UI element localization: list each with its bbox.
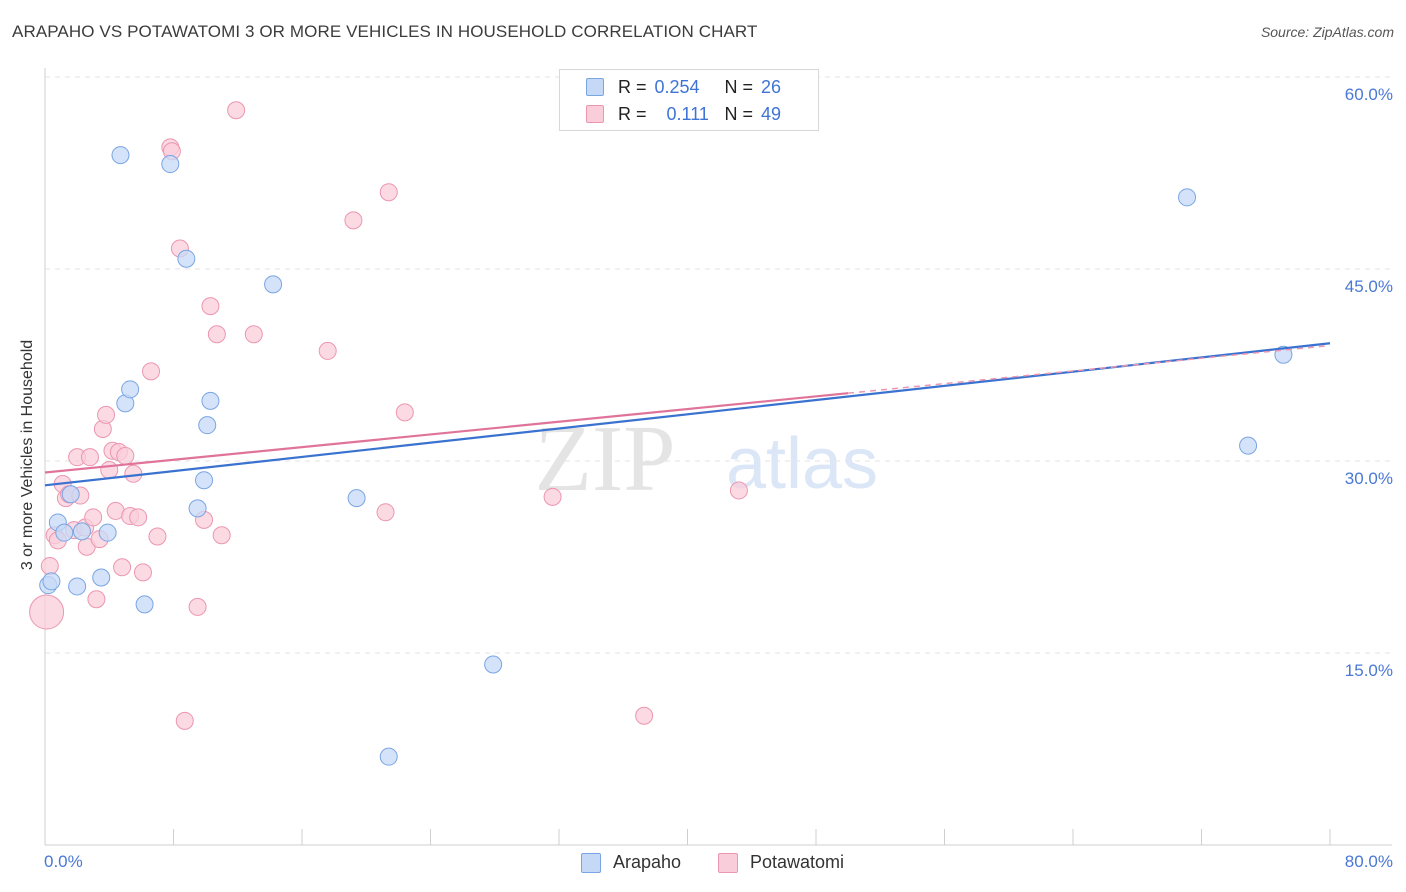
potawatomi-trend-line: [44, 392, 849, 474]
trend-lines: [44, 342, 1331, 487]
legend-r-label: R =: [618, 76, 647, 97]
arapaho-point: [121, 380, 140, 399]
potawatomi-points: [29, 101, 748, 730]
potawatomi-point: [379, 183, 398, 202]
potawatomi-point: [635, 706, 654, 725]
legend-r-label: R =: [618, 103, 647, 124]
arapaho-point: [55, 523, 74, 542]
stats-legend: R = 0.254 N = 26 R = 0.111 N = 49: [559, 69, 819, 131]
legend-row-potawatomi: R = 0.111 N = 49: [586, 102, 781, 126]
arapaho-legend-label: Arapaho: [613, 852, 682, 872]
arapaho-point: [98, 523, 117, 542]
potawatomi-point: [100, 460, 119, 479]
potawatomi-point: [227, 101, 246, 120]
arapaho-point: [1178, 188, 1197, 207]
arapaho-point: [198, 416, 217, 435]
potawatomi-point: [84, 508, 103, 527]
potawatomi-point: [207, 325, 226, 344]
arapaho-point: [1239, 436, 1258, 455]
arapaho-point: [177, 249, 196, 268]
legend-n-label: N =: [724, 103, 754, 124]
potawatomi-point: [201, 297, 220, 316]
potawatomi-point: [87, 590, 106, 609]
potawatomi-point: [40, 556, 59, 575]
potawatomi-point: [175, 711, 194, 730]
potawatomi-point: [188, 597, 207, 616]
watermark-atlas: atlas: [726, 424, 878, 504]
legend-n-value: 49: [761, 103, 782, 124]
legend-row-arapaho: R = 0.254 N = 26: [586, 75, 781, 99]
arapaho-point: [135, 595, 154, 614]
potawatomi-legend-label: Potawatomi: [750, 852, 845, 872]
potawatomi-point: [80, 448, 99, 467]
potawatomi-point: [344, 211, 363, 230]
arapaho-point: [68, 577, 87, 596]
axes: [44, 68, 1392, 846]
arapaho-point: [161, 155, 180, 174]
arapaho-point: [201, 391, 220, 410]
arapaho-point: [42, 572, 61, 591]
arapaho-legend-swatch: [581, 852, 601, 873]
potawatomi-point: [244, 325, 263, 344]
potawatomi-point: [113, 558, 132, 577]
legend-r-value: 0.111: [666, 103, 709, 124]
legend-item-potawatomi: Potawatomi: [718, 852, 844, 873]
arapaho-swatch: [586, 78, 604, 96]
potawatomi-trend-extension: [848, 344, 1331, 394]
gridlines: [45, 76, 1392, 654]
arapaho-point: [195, 471, 214, 490]
potawatomi-point: [318, 341, 337, 360]
y-tick-label: 45.0%: [1344, 277, 1393, 296]
arapaho-point: [61, 485, 80, 504]
y-tick-label: 60.0%: [1344, 85, 1393, 104]
potawatomi-legend-swatch: [718, 852, 738, 873]
legend-r-value: 0.254: [654, 76, 700, 97]
potawatomi-swatch: [586, 105, 604, 123]
watermark: ZIP atlas: [535, 407, 879, 511]
potawatomi-point: [116, 446, 135, 465]
legend-item-arapaho: Arapaho: [581, 852, 681, 873]
arapaho-point: [379, 747, 398, 766]
potawatomi-point: [129, 508, 148, 527]
potawatomi-point: [29, 594, 65, 630]
y-tick-label: 15.0%: [1344, 661, 1393, 680]
potawatomi-point: [97, 405, 116, 424]
legend-n-label: N =: [724, 76, 754, 97]
arapaho-point: [92, 568, 111, 587]
arapaho-point: [188, 499, 207, 518]
arapaho-point: [111, 146, 130, 165]
arapaho-point: [72, 522, 91, 541]
potawatomi-point: [395, 403, 414, 422]
potawatomi-point: [729, 481, 748, 500]
potawatomi-point: [543, 487, 562, 506]
chart-title: ARAPAHO VS POTAWATOMI 3 OR MORE VEHICLES…: [12, 22, 758, 41]
potawatomi-point: [142, 362, 161, 381]
arapaho-point: [264, 275, 283, 294]
y-tick-label: 30.0%: [1344, 469, 1393, 488]
legend-n-value: 26: [761, 76, 782, 97]
arapaho-point: [347, 489, 366, 508]
arapaho-point: [484, 655, 503, 674]
potawatomi-point: [148, 527, 167, 546]
x-tick-max: 80.0%: [1344, 852, 1393, 871]
x-tick-min: 0.0%: [44, 852, 83, 871]
potawatomi-point: [133, 563, 152, 582]
source-credit: Source: ZipAtlas.com: [1260, 24, 1394, 40]
potawatomi-point: [212, 526, 231, 545]
potawatomi-point: [376, 503, 395, 522]
